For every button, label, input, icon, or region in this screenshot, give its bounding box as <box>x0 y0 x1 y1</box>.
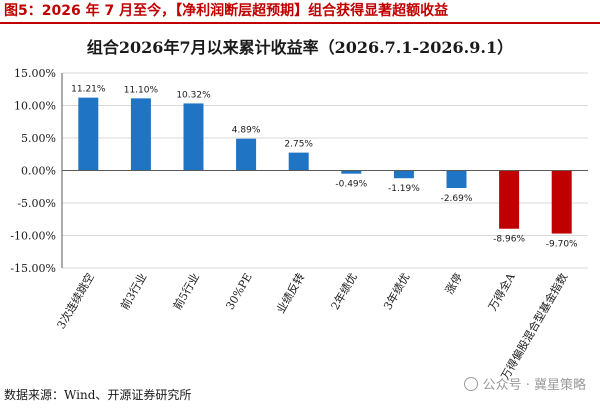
category-label: 前5行业 <box>170 271 202 313</box>
y-tick-label: 0.00% <box>21 165 56 178</box>
data-label: -0.49% <box>335 180 367 190</box>
figure-title: 图5：2026 年 7 月至今，【净利润断层超预期】组合获得显著超额收益 <box>0 0 600 24</box>
y-tick-label: -15.00% <box>10 262 56 275</box>
y-tick-label: 5.00% <box>21 132 56 145</box>
data-label: -8.96% <box>493 235 525 245</box>
bar <box>446 170 467 188</box>
watermark: 公众号 · 冀星策略 <box>463 374 586 393</box>
category-label: 业绩反转 <box>273 271 307 316</box>
category-label: 3年绩优 <box>380 271 412 313</box>
data-label: 2.75% <box>284 140 313 150</box>
bar <box>341 170 362 174</box>
data-label: -2.69% <box>441 194 473 204</box>
category-label: 3次连续跳空 <box>54 271 97 332</box>
y-tick-label: -5.00% <box>17 197 56 210</box>
data-label: -9.70% <box>546 240 578 250</box>
data-label: 4.89% <box>232 126 261 136</box>
bar <box>183 103 204 171</box>
y-tick-label: -10.00% <box>10 230 56 243</box>
source-note: 数据来源：Wind、开源证券研究所 <box>4 388 192 402</box>
data-label: 11.10% <box>124 85 159 95</box>
bar <box>499 170 520 229</box>
wechat-icon <box>463 376 478 391</box>
data-label: 11.21% <box>71 85 106 95</box>
category-label: 2年绩优 <box>328 271 360 313</box>
bar <box>78 97 99 171</box>
y-tick-label: 10.00% <box>14 100 56 113</box>
category-label: 30%PE <box>223 271 254 312</box>
data-label: -1.19% <box>388 184 420 194</box>
chart-title: 组合2026年7月以来累计收益率（2026.7.1-2026.9.1） <box>86 38 514 57</box>
bar <box>393 170 414 179</box>
category-label: 涨停 <box>442 271 465 297</box>
y-tick-label: 15.00% <box>14 67 56 80</box>
bar <box>236 138 257 171</box>
bar <box>288 152 309 171</box>
data-label: 10.32% <box>176 90 211 100</box>
category-label: 万得全A <box>485 270 518 313</box>
bar <box>551 170 572 234</box>
bar <box>130 98 151 171</box>
watermark-text: 公众号 · 冀星策略 <box>482 378 586 393</box>
category-label: 前3行业 <box>117 271 149 313</box>
